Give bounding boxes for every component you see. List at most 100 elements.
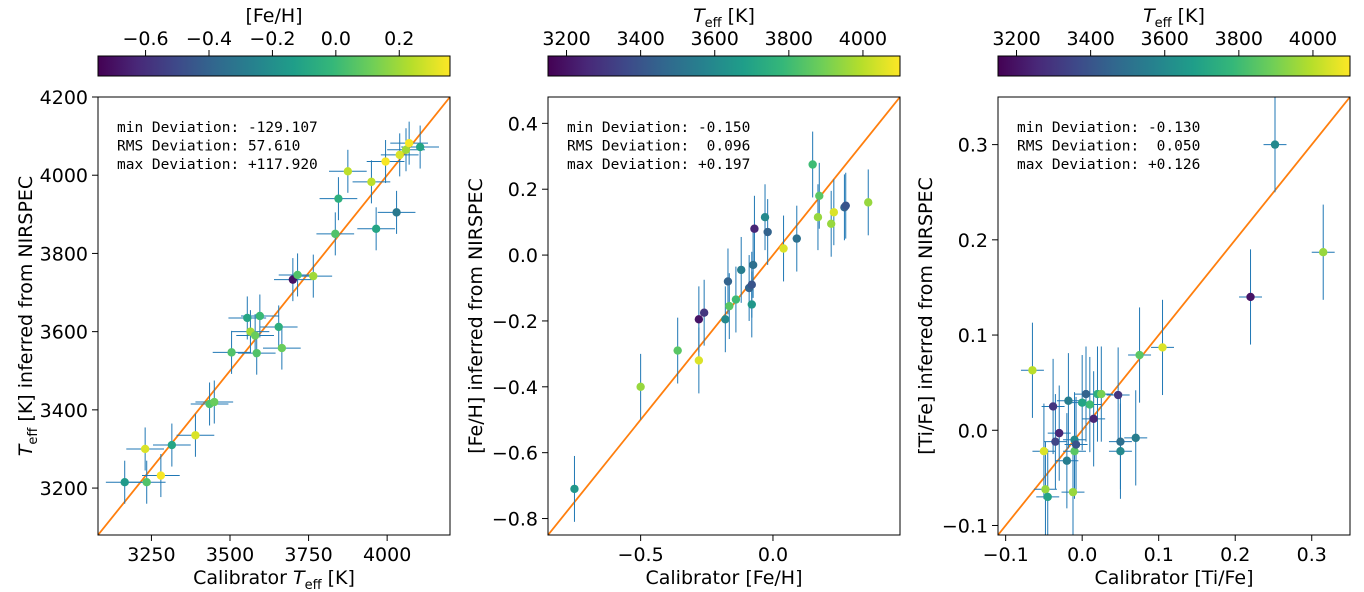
colorbar-label-subscript: eff <box>705 16 723 31</box>
colorbar-tick-label: −0.2 <box>249 28 295 50</box>
y-tick-label: 3800 <box>40 243 88 265</box>
x-axis-label: Calibrator [Fe/H] <box>645 567 802 589</box>
data-point <box>1055 428 1064 438</box>
x-tick-label: 0.0 <box>1067 544 1097 566</box>
data-point <box>673 346 682 355</box>
data-point <box>1041 485 1050 494</box>
x-tick-label: 0.0 <box>758 544 788 566</box>
y-tick-label: 4000 <box>40 165 88 187</box>
data-point <box>156 471 166 480</box>
colorbar-label: [Fe/H] <box>245 5 302 27</box>
data-point <box>1068 487 1078 497</box>
stats-line: RMS Deviation: 0.096 <box>567 139 750 155</box>
colorbar-label-symbol: T <box>1143 5 1156 27</box>
stats-line: RMS Deviation: 0.050 <box>1017 139 1200 155</box>
data-point <box>120 478 129 487</box>
data-point <box>415 142 425 152</box>
data-point <box>1113 390 1123 400</box>
colorbar-label-unit: [K] <box>1178 5 1205 27</box>
colorbar <box>97 55 451 77</box>
data-point <box>293 270 302 280</box>
data-point <box>1028 366 1037 375</box>
data-point <box>1246 292 1255 302</box>
x-axis-label-subscript: eff <box>305 578 323 592</box>
data-point <box>392 208 401 217</box>
colorbar <box>547 55 901 77</box>
y-axis-label-text: [Ti/Fe] inferred from NIRSPEC <box>915 177 937 455</box>
data-point <box>723 277 733 286</box>
stats-line: min Deviation: -0.150 <box>567 120 750 136</box>
y-tick-label: 0.2 <box>958 230 988 252</box>
data-point <box>274 322 283 332</box>
x-axis-label: Calibrator Teff [K] <box>193 567 355 592</box>
data-point <box>841 201 850 210</box>
data-point <box>210 397 219 407</box>
stats-line: RMS Deviation: 57.610 <box>117 139 300 155</box>
x-tick-label: −0.1 <box>983 544 1029 566</box>
y-tick-label: 0.0 <box>958 420 988 442</box>
data-point <box>1064 396 1073 405</box>
colorbar-label: Teff [K] <box>693 5 755 31</box>
colorbar-label: Teff [K] <box>1143 5 1205 31</box>
axes-frame <box>97 96 451 536</box>
axes-frame <box>547 96 901 536</box>
data-point <box>243 313 252 323</box>
data-point <box>1158 343 1167 352</box>
colorbar-tick-label: −0.6 <box>122 28 168 50</box>
data-point <box>1048 402 1058 411</box>
x-tick-label: 3250 <box>127 544 175 566</box>
data-point <box>277 343 287 353</box>
panel-teff: 3250 3500 3750 4000 3200 3400 3600 3800 4000 4200… <box>15 5 451 592</box>
y-tick-label: 3200 <box>40 478 88 500</box>
y-tick-label: 4200 <box>40 87 88 109</box>
colorbar-tick-label: 3800 <box>1215 28 1263 50</box>
data-point <box>864 198 873 207</box>
x-tick-label: 3750 <box>284 544 332 566</box>
data-point <box>699 308 709 317</box>
data-point <box>763 227 772 237</box>
data-point <box>750 224 759 233</box>
y-axis-label-rest: [K] inferred from NIRSPEC <box>15 176 37 428</box>
x-tick-label: −0.5 <box>618 544 664 566</box>
colorbar-tick-label: 3200 <box>992 28 1040 50</box>
x-tick-label: 0.2 <box>1220 544 1250 566</box>
y-tick-label: 0.1 <box>958 325 988 347</box>
data-point <box>1070 447 1079 456</box>
data-point <box>140 444 150 454</box>
y-axis-label-symbol: T <box>15 443 37 456</box>
colorbar <box>997 55 1351 77</box>
data-point <box>404 138 414 148</box>
data-point <box>725 301 734 311</box>
data-point <box>1077 398 1087 407</box>
data-point <box>331 229 340 239</box>
data-point <box>636 382 645 392</box>
axes-frame <box>997 96 1351 536</box>
data-point <box>721 315 730 324</box>
colorbar-tick-label: 0.2 <box>384 28 414 50</box>
y-tick-label: 0.2 <box>508 179 538 201</box>
data-point <box>1085 400 1095 409</box>
stats-line: min Deviation: -0.130 <box>1017 120 1200 136</box>
data-point <box>1319 248 1328 257</box>
x-tick-label: 0.1 <box>1144 544 1174 566</box>
data-point <box>381 157 390 166</box>
x-axis-label-unit: [K] <box>328 567 355 589</box>
y-tick-label: 3400 <box>40 400 88 422</box>
y-tick-label: −0.1 <box>942 515 988 537</box>
data-point <box>334 194 343 203</box>
stats-line: max Deviation: +0.197 <box>567 157 750 173</box>
data-point <box>1081 389 1091 399</box>
panel-tife: −0.1 0.0 0.1 0.2 0.3 −0.1 0.0 0.1 0.2 0.3 Calibrat… <box>915 5 1351 589</box>
data-point <box>367 177 376 187</box>
colorbar-label-unit: [K] <box>728 5 755 27</box>
colorbar-tick-label: 3400 <box>616 28 664 50</box>
data-point <box>371 224 381 233</box>
data-point <box>167 440 177 450</box>
data-point <box>1116 447 1125 456</box>
y-tick-label: −0.2 <box>492 311 538 333</box>
data-point <box>1116 437 1125 446</box>
colorbar-tick-label: 0.0 <box>321 28 351 50</box>
y-tick-label: 0.4 <box>508 113 538 135</box>
data-point <box>1131 433 1140 443</box>
